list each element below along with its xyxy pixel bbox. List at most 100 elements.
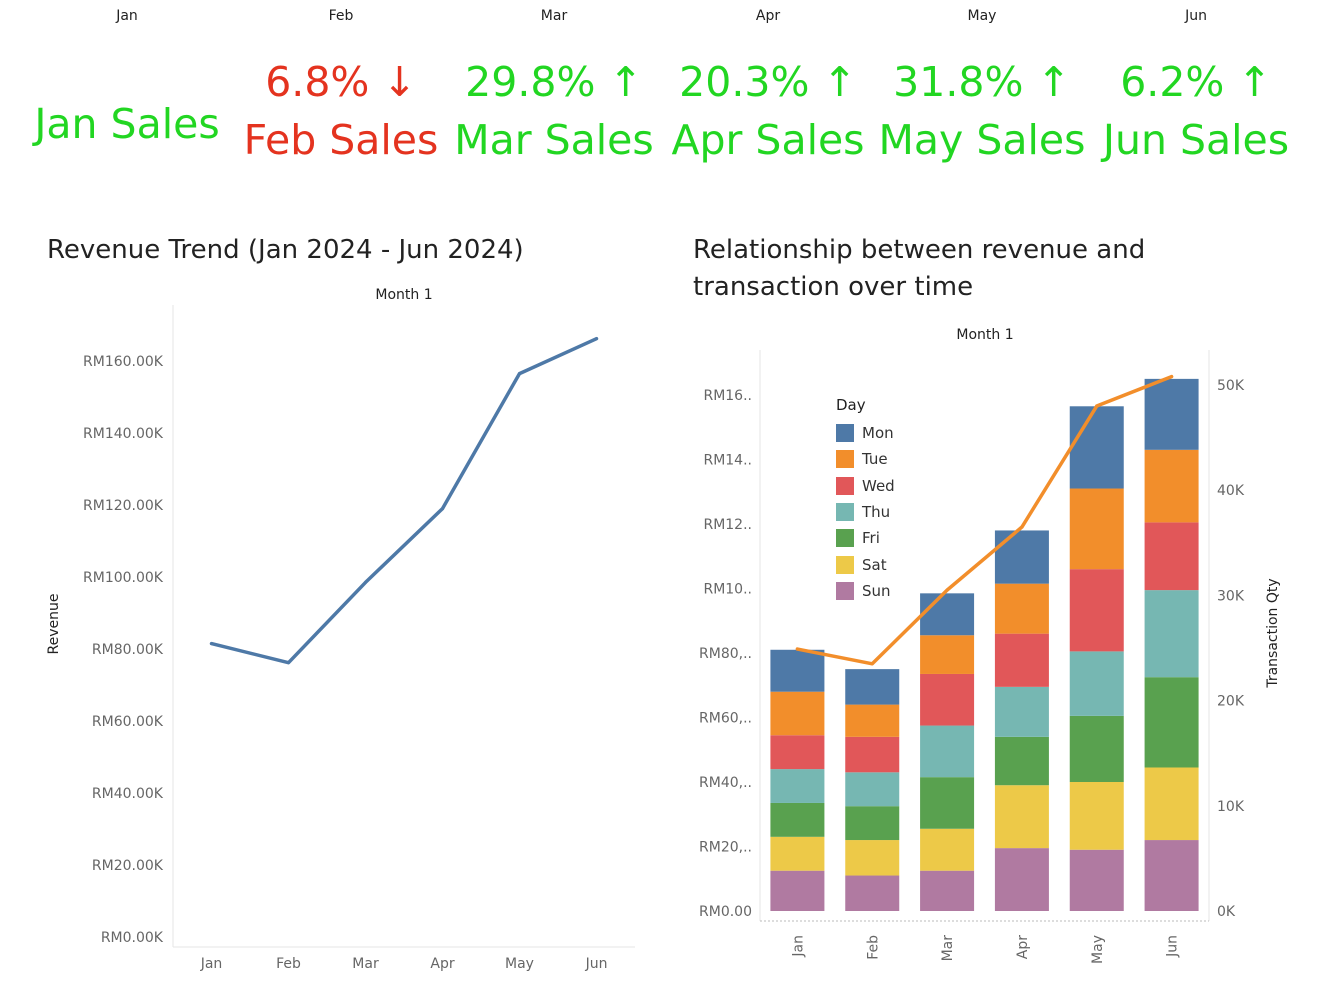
x-tick-label: Feb xyxy=(276,956,301,972)
legend-item-tue[interactable]: Tue xyxy=(836,446,936,472)
kpi-month: Jun xyxy=(1185,8,1207,24)
y-tick-label: RM14.. xyxy=(703,453,752,469)
arrow-down-icon: ↓ xyxy=(382,58,417,106)
bar-segment-thu xyxy=(845,772,900,807)
bar-segment-fri xyxy=(770,802,825,837)
x-tick-label: Apr xyxy=(1015,935,1031,959)
legend-item-mon[interactable]: Mon xyxy=(836,420,936,446)
chart-header: Month 1 xyxy=(956,327,1013,343)
x-tick-label: Jan xyxy=(790,935,806,958)
bar-segment-mon xyxy=(1069,406,1124,489)
x-tick-label: Mar xyxy=(352,956,379,972)
y-tick-label: RM60.00K xyxy=(92,714,164,730)
bar-segment-mon xyxy=(845,669,900,705)
y2-tick-label: 50K xyxy=(1217,378,1245,394)
legend-item-sun[interactable]: Sun xyxy=(836,578,936,604)
legend-item-fri[interactable]: Fri xyxy=(836,525,936,551)
legend-item-wed[interactable]: Wed xyxy=(836,473,936,499)
bar-segment-wed xyxy=(770,735,825,770)
transaction-qty-point xyxy=(795,647,799,651)
kpi-pct: 29.8% xyxy=(465,58,596,106)
legend-label: Fri xyxy=(862,529,880,548)
y2-axis-title: Transaction Qty xyxy=(1265,578,1281,688)
legend-swatch xyxy=(836,503,854,522)
bar-segment-mon xyxy=(1144,378,1199,450)
relationship-chart-title: Relationship between revenue and transac… xyxy=(693,235,1146,302)
bar-segment-thu xyxy=(920,725,975,778)
transaction-qty-point xyxy=(945,588,949,592)
y-tick-label: RM16.. xyxy=(703,388,752,404)
revenue-point xyxy=(518,372,521,376)
x-tick-label: May xyxy=(1090,935,1106,964)
bar-segment-fri xyxy=(845,806,900,841)
x-tick-label: Mar xyxy=(940,935,956,962)
bar-segment-sat xyxy=(845,840,900,876)
legend-label: Sat xyxy=(862,555,887,574)
bar-segment-tue xyxy=(1069,488,1124,570)
kpi-strip: Jan Jan Sales Feb 6.8% ↓ Feb Sales Mar 2… xyxy=(0,0,1329,200)
kpi-month: Mar xyxy=(540,8,568,24)
revenue-point xyxy=(287,661,290,665)
revenue-point xyxy=(210,642,213,646)
y-tick-label: RM20,.. xyxy=(699,840,752,856)
kpi-label: Mar Sales xyxy=(454,116,654,164)
kpi-month: Jan xyxy=(116,8,138,24)
bar-segment-tue xyxy=(920,635,975,674)
legend-swatch xyxy=(836,529,854,548)
y-axis-title: Revenue xyxy=(46,594,62,655)
bar-segment-mon xyxy=(920,593,975,636)
x-tick-label: Jun xyxy=(1165,935,1181,958)
y-tick-label: RM20.00K xyxy=(92,858,164,874)
kpi-label: May Sales xyxy=(878,116,1086,164)
bar-segment-thu xyxy=(1144,590,1199,678)
day-legend: Day Mon Tue Wed Thu Fri Sat Sun xyxy=(836,396,936,604)
bar-segment-sun xyxy=(770,870,825,911)
arrow-up-icon: ↑ xyxy=(822,58,857,106)
bar-segment-fri xyxy=(994,736,1049,786)
kpi-may: May 31.8% ↑ May Sales xyxy=(875,0,1089,200)
kpi-feb: Feb 6.8% ↓ Feb Sales xyxy=(234,0,448,200)
bar-segment-tue xyxy=(1144,449,1199,523)
bar-segment-mon xyxy=(994,530,1049,584)
bar-segment-wed xyxy=(1144,522,1199,591)
transaction-qty-point xyxy=(870,662,874,666)
y2-tick-label: 0K xyxy=(1217,904,1236,920)
x-tick-label: Apr xyxy=(430,956,454,972)
bar-segment-sat xyxy=(994,785,1049,849)
y-tick-label: RM40.00K xyxy=(92,786,164,802)
kpi-pct: 31.8% xyxy=(893,58,1024,106)
revenue-point xyxy=(595,337,598,341)
revenue-point xyxy=(441,507,444,511)
revenue-transaction-chart: Month 1 RM0.00 RM20,.. RM40,.. RM60,.. RM80,.… xyxy=(699,327,1281,964)
bar-segment-sat xyxy=(1144,767,1199,841)
y-tick-label: RM0.00K xyxy=(101,930,164,946)
bar-segment-tue xyxy=(845,704,900,737)
y2-tick-label: 40K xyxy=(1217,483,1245,499)
legend-label: Tue xyxy=(862,450,888,469)
revenue-trend-title: Revenue Trend (Jan 2024 - Jun 2024) xyxy=(47,235,524,265)
bar-segment-sat xyxy=(770,836,825,871)
legend-item-sat[interactable]: Sat xyxy=(836,551,936,577)
y-tick-label: RM120.00K xyxy=(83,498,164,514)
x-tick-label: Jun xyxy=(585,956,608,972)
bar-segment-sat xyxy=(1069,782,1124,850)
bar-segment-thu xyxy=(994,686,1049,737)
legend-label: Sun xyxy=(862,581,891,600)
kpi-month: May xyxy=(967,8,997,24)
y-tick-label: RM160.00K xyxy=(83,354,164,370)
bar-segment-thu xyxy=(770,769,825,803)
legend-item-thu[interactable]: Thu xyxy=(836,499,936,525)
y-tick-label: RM12.. xyxy=(703,517,752,533)
transaction-qty-point xyxy=(1170,375,1174,379)
kpi-month: Feb xyxy=(328,8,354,24)
y-tick-label: RM10.. xyxy=(703,582,752,598)
y-tick-label: RM80,.. xyxy=(699,646,752,662)
y2-tick-label: 10K xyxy=(1217,799,1245,815)
kpi-label: Feb Sales xyxy=(243,116,439,164)
bar-segment-fri xyxy=(1144,677,1199,768)
kpi-label: Jun Sales xyxy=(1102,116,1290,164)
kpi-pct: 6.2% xyxy=(1120,58,1225,106)
kpi-apr: Apr 20.3% ↑ Apr Sales xyxy=(661,0,875,200)
revenue-trend-chart: Month 1 RM0.00K RM20.00K RM40.00K RM60.00K RM… xyxy=(46,287,635,972)
legend-label: Wed xyxy=(862,476,895,495)
